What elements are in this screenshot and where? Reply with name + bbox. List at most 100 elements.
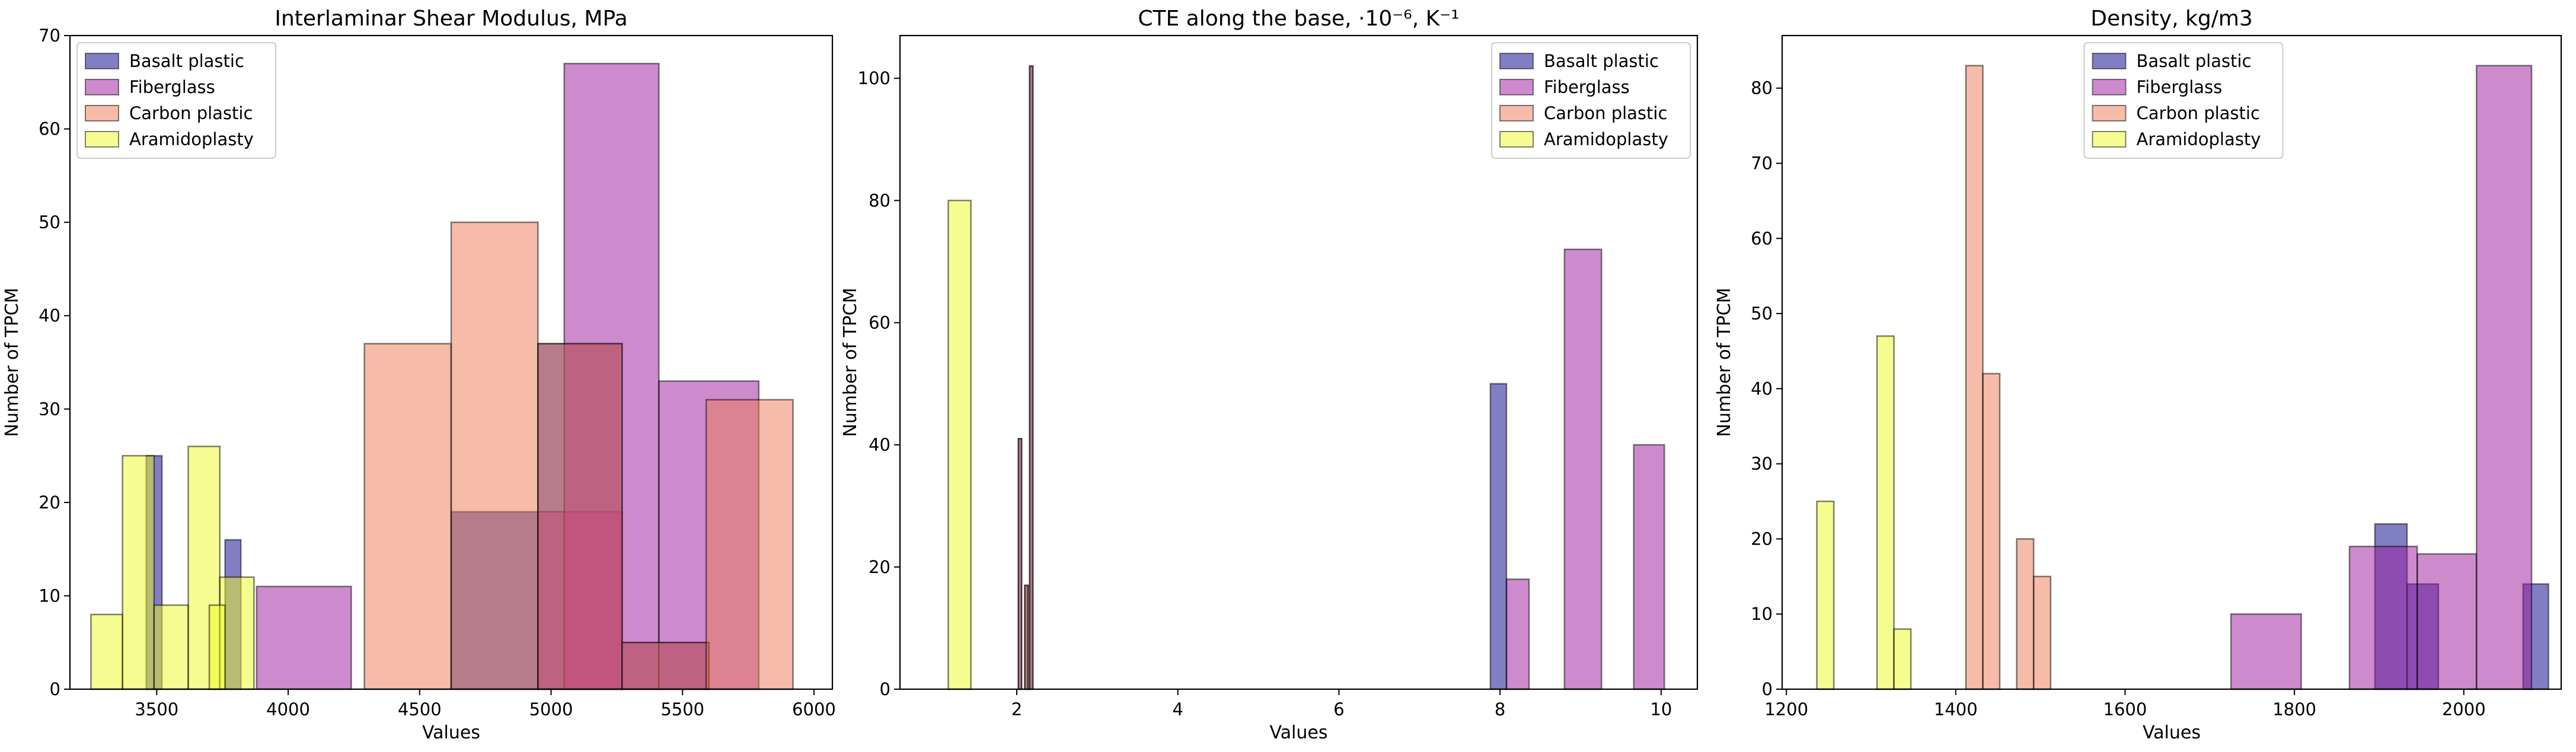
- y-tick-label: 20: [1751, 529, 1773, 549]
- legend: Basalt plastic Fiberglass Carbon plastic Ar…: [1491, 42, 1691, 159]
- y-tick-label: 80: [1751, 78, 1773, 98]
- y-tick-label: 0: [880, 679, 890, 699]
- x-axis-label: Values: [1269, 722, 1327, 743]
- bar-aramidoplasty-6: [208, 604, 226, 690]
- legend-swatch: [2092, 53, 2127, 69]
- bar-fiberglass-1: [2230, 613, 2302, 690]
- chart-title: Interlaminar Shear Modulus, MPa: [274, 7, 627, 31]
- bar-fiberglass-4: [2475, 65, 2533, 690]
- legend-label: Carbon plastic: [2137, 103, 2260, 123]
- axes-frame: [69, 34, 834, 690]
- x-tick-label: 4000: [266, 699, 310, 719]
- legend-swatch: [85, 131, 119, 148]
- bar-fiberglass-1: [1505, 578, 1530, 690]
- y-tick-label: 60: [39, 119, 60, 139]
- bar-carbon-plastic-3: [2016, 538, 2035, 690]
- bar-basalt-plastic-1: [1489, 383, 1508, 690]
- x-tick-label: 1400: [1934, 699, 1978, 719]
- y-axis-label: Number of TPCM: [2, 288, 23, 437]
- x-tick-label: 2000: [2442, 699, 2486, 719]
- x-tick-label: 4500: [398, 699, 442, 719]
- legend: Basalt plastic Fiberglass Carbon plastic Ar…: [76, 42, 276, 159]
- legend-swatch: [2092, 105, 2127, 121]
- bar-fiberglass-2: [1563, 248, 1603, 690]
- bar-aramidoplasty-2: [1876, 335, 1895, 690]
- y-tick-label: 50: [39, 212, 60, 232]
- x-tick-label: 5000: [529, 699, 573, 719]
- chart-panel-1: 3500 4000 4500 5000 5500 6000 0 10 20 30 40 50 60 70 I…: [2, 7, 836, 743]
- legend-box: [76, 42, 276, 159]
- y-tick-label: 70: [1751, 153, 1773, 174]
- bar-carbon-plastic-4: [621, 641, 710, 690]
- legend-label: Aramidoplasty: [1544, 129, 1668, 149]
- legend-label: Aramidoplasty: [2137, 129, 2261, 149]
- bar-fiberglass-2: [2348, 545, 2418, 690]
- x-tick-label: 10: [1650, 699, 1672, 719]
- bar-aramidoplasty-1: [90, 613, 123, 690]
- bar-carbon-plastic-1: [1017, 438, 1023, 690]
- legend-box: [1491, 42, 1691, 159]
- legend-label: Fiberglass: [1544, 77, 1630, 97]
- legend-swatch: [1499, 53, 1534, 69]
- y-tick-label: 60: [869, 312, 890, 332]
- bar-fiberglass-3: [1633, 444, 1665, 690]
- legend-swatch: [85, 53, 119, 69]
- bar-aramidoplasty-2: [122, 455, 155, 690]
- legend-label: Carbon plastic: [1544, 103, 1667, 123]
- bar-carbon-plastic-1: [363, 343, 452, 690]
- y-tick-label: 60: [1751, 228, 1773, 248]
- y-tick-label: 10: [1751, 604, 1773, 624]
- axes-frame: [899, 34, 1699, 690]
- x-tick-label: 3500: [135, 699, 178, 719]
- bar-aramidoplasty-1: [947, 200, 972, 690]
- bar-aramidoplasty-3: [153, 604, 189, 690]
- legend-label: Carbon plastic: [129, 103, 253, 123]
- bar-carbon-plastic-2: [1024, 584, 1029, 690]
- x-tick-label: 2: [1011, 699, 1022, 719]
- legend-swatch: [85, 79, 119, 95]
- x-tick-label: 4: [1172, 699, 1183, 719]
- chart-title: CTE along the base, ·10⁻⁶, K⁻¹: [1138, 7, 1459, 31]
- bar-carbon-plastic-2: [1982, 373, 2001, 690]
- y-tick-label: 30: [1751, 454, 1773, 474]
- bar-carbon-plastic-5: [705, 399, 794, 690]
- y-axis-label: Number of TPCM: [1714, 288, 1735, 437]
- y-tick-label: 80: [869, 190, 890, 210]
- x-tick-label: 1600: [2103, 699, 2147, 719]
- y-tick-label: 20: [869, 557, 890, 577]
- y-tick-label: 0: [50, 679, 60, 699]
- y-tick-label: 40: [1751, 379, 1773, 399]
- legend-label: Basalt plastic: [2137, 51, 2252, 71]
- bar-aramidoplasty-3: [1893, 628, 1912, 690]
- y-tick-label: 0: [1762, 679, 1773, 699]
- legend-label: Aramidoplasty: [129, 129, 254, 149]
- y-tick-label: 100: [858, 68, 890, 88]
- x-tick-label: 6: [1333, 699, 1344, 719]
- x-tick-label: 8: [1495, 699, 1505, 719]
- y-axis-label: Number of TPCM: [840, 288, 861, 437]
- legend-swatch: [1499, 79, 1534, 95]
- bar-aramidoplasty-1: [1816, 500, 1835, 690]
- legend-label: Basalt plastic: [129, 51, 244, 71]
- legend-swatch: [2092, 79, 2127, 95]
- y-tick-label: 20: [39, 492, 60, 513]
- bar-carbon-plastic-1: [1965, 65, 1984, 690]
- chart-panel-3: 1200 1400 1600 1800 2000 0 10 20 30 40 50 60 70 80 Den…: [1714, 7, 2562, 743]
- bar-carbon-plastic-3: [537, 343, 623, 690]
- legend-swatch: [85, 105, 119, 121]
- bar-carbon-plastic-2: [450, 221, 539, 690]
- legend-label: Fiberglass: [129, 77, 215, 97]
- x-axis-label: Values: [2143, 722, 2201, 743]
- bar-carbon-plastic-4: [2032, 575, 2052, 690]
- y-tick-label: 40: [869, 435, 890, 455]
- y-tick-label: 30: [39, 399, 60, 419]
- legend: Basalt plastic Fiberglass Carbon plastic Ar…: [2083, 42, 2284, 159]
- x-tick-label: 5500: [660, 699, 704, 719]
- x-tick-label: 1200: [1764, 699, 1808, 719]
- chart-title: Density, kg/m3: [2090, 7, 2253, 31]
- y-tick-label: 70: [39, 25, 60, 46]
- bar-carbon-plastic-3: [1029, 65, 1034, 690]
- y-tick-label: 50: [1751, 303, 1773, 324]
